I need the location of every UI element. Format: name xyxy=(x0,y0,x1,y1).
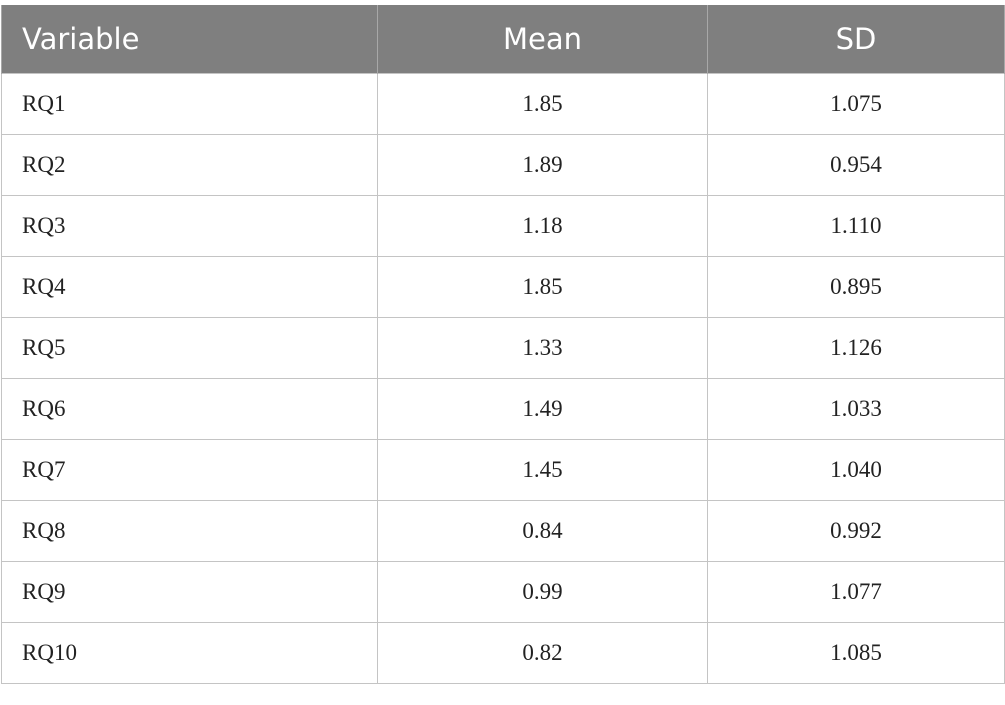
table-row: RQ2 1.89 0.954 xyxy=(1,134,1005,196)
table-row: RQ3 1.18 1.110 xyxy=(1,195,1005,257)
table-cell: 0.954 xyxy=(707,134,1005,196)
table-cell: RQ6 xyxy=(1,378,378,440)
table-row: RQ4 1.85 0.895 xyxy=(1,256,1005,318)
table-cell: RQ1 xyxy=(1,73,378,135)
data-table: Variable Mean SD RQ1 1.85 1.075 RQ2 1.89 0.954 R… xyxy=(1,5,1005,684)
table-row: RQ1 1.85 1.075 xyxy=(1,73,1005,135)
table-cell: RQ8 xyxy=(1,500,378,562)
table-cell: RQ9 xyxy=(1,561,378,623)
table-cell: 1.126 xyxy=(707,317,1005,379)
table-cell: 0.84 xyxy=(377,500,708,562)
table-cell: 1.85 xyxy=(377,73,708,135)
table-row: RQ5 1.33 1.126 xyxy=(1,317,1005,379)
table-cell: RQ2 xyxy=(1,134,378,196)
table-cell: 0.99 xyxy=(377,561,708,623)
table-row: RQ10 0.82 1.085 xyxy=(1,622,1005,684)
table-cell: 1.89 xyxy=(377,134,708,196)
table-cell: 1.075 xyxy=(707,73,1005,135)
header-cell: Variable xyxy=(1,5,378,74)
table-cell: 1.077 xyxy=(707,561,1005,623)
table-cell: 1.040 xyxy=(707,439,1005,501)
table-cell: RQ5 xyxy=(1,317,378,379)
table-cell: RQ7 xyxy=(1,439,378,501)
table-row: RQ6 1.49 1.033 xyxy=(1,378,1005,440)
table-row: RQ9 0.99 1.077 xyxy=(1,561,1005,623)
table-cell: RQ10 xyxy=(1,622,378,684)
table-cell: 0.895 xyxy=(707,256,1005,318)
header-cell: Mean xyxy=(377,5,708,74)
table-cell: 1.033 xyxy=(707,378,1005,440)
table-cell: 1.110 xyxy=(707,195,1005,257)
table-cell: 1.45 xyxy=(377,439,708,501)
table-cell: 1.18 xyxy=(377,195,708,257)
table-cell: 1.33 xyxy=(377,317,708,379)
table-cell: 1.85 xyxy=(377,256,708,318)
table-body: RQ1 1.85 1.075 RQ2 1.89 0.954 RQ3 1.18 1.110 RQ4 1… xyxy=(1,73,1005,684)
table-cell: 1.49 xyxy=(377,378,708,440)
table-cell: RQ3 xyxy=(1,195,378,257)
table-row: RQ8 0.84 0.992 xyxy=(1,500,1005,562)
header-cell: SD xyxy=(707,5,1005,74)
table-cell: 1.085 xyxy=(707,622,1005,684)
table-cell: RQ4 xyxy=(1,256,378,318)
table-cell: 0.82 xyxy=(377,622,708,684)
table-row: RQ7 1.45 1.040 xyxy=(1,439,1005,501)
header-row: Variable Mean SD xyxy=(1,5,1005,74)
table-cell: 0.992 xyxy=(707,500,1005,562)
